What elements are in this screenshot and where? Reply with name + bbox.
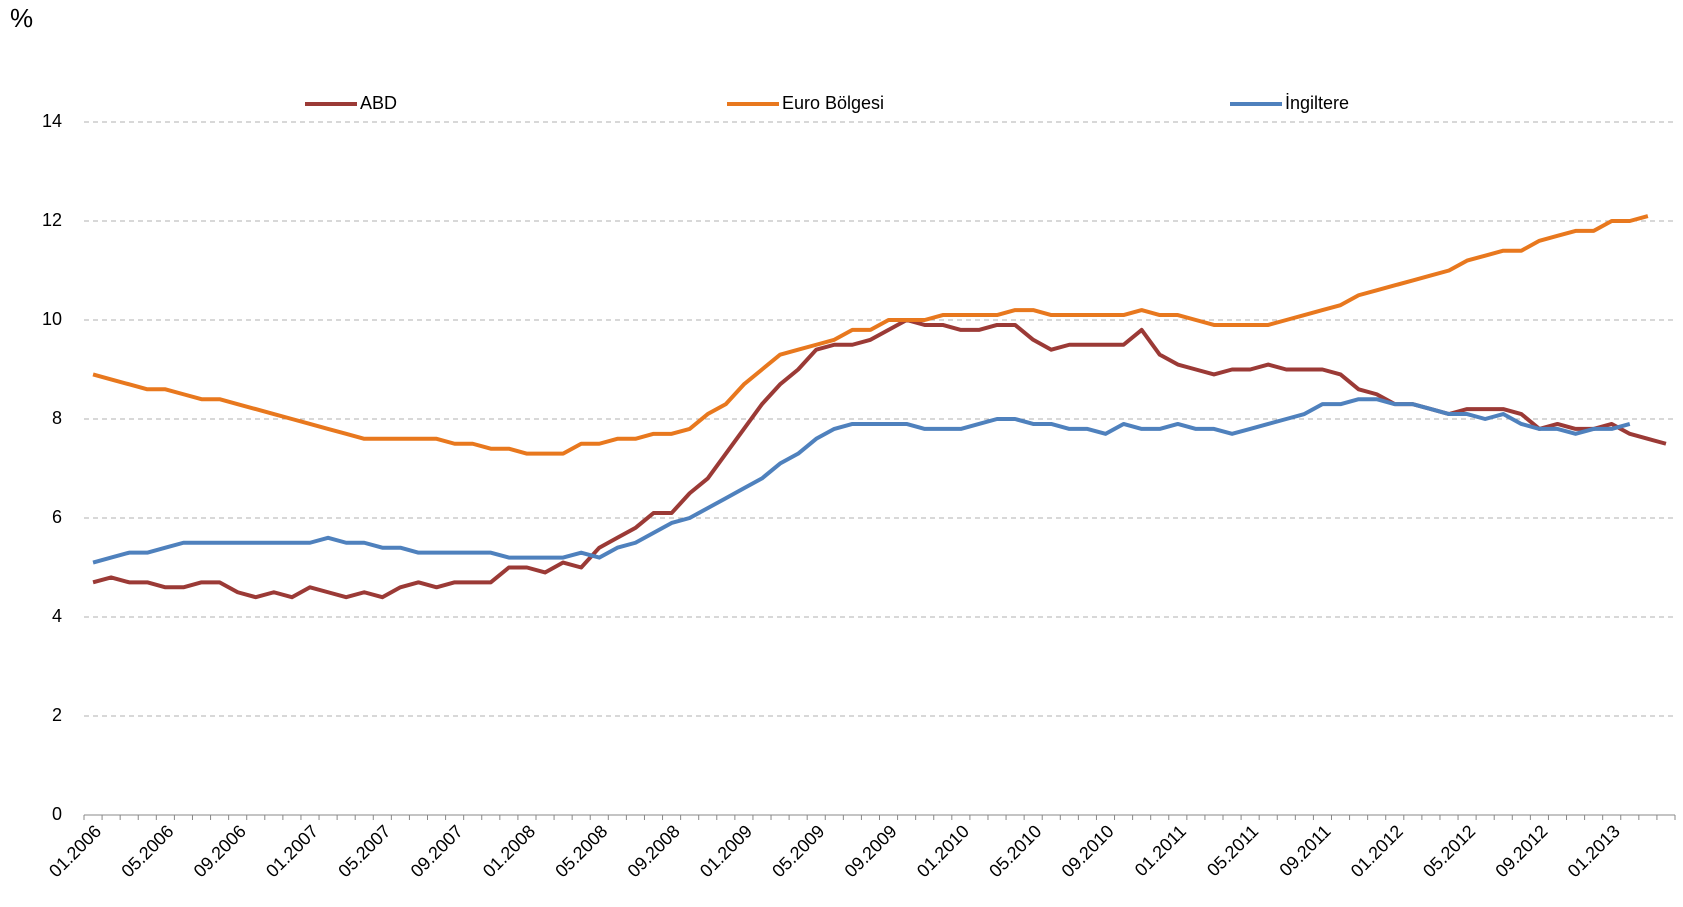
line-series xyxy=(92,397,1631,565)
x-tick-label: 01.2013 xyxy=(1564,821,1624,881)
x-tick-label: 09.2006 xyxy=(190,821,250,881)
y-axis-label: % xyxy=(10,3,33,33)
x-tick-label: 09.2011 xyxy=(1275,821,1334,880)
x-tick-label: 09.2010 xyxy=(1058,821,1118,881)
x-tick-label: 05.2008 xyxy=(551,821,611,881)
y-tick-label: 12 xyxy=(42,210,62,230)
x-tick-label: 09.2007 xyxy=(407,821,467,881)
y-tick-label: 14 xyxy=(42,111,62,131)
y-tick-label: 4 xyxy=(52,606,62,626)
x-tick-label: 01.2011 xyxy=(1131,821,1190,880)
x-tick-label: 01.2007 xyxy=(262,821,322,881)
legend-label: İngiltere xyxy=(1285,93,1349,113)
y-tick-label: 0 xyxy=(52,804,62,824)
x-tick-label: 09.2008 xyxy=(624,821,684,881)
x-tick-label: 05.2010 xyxy=(985,821,1045,881)
y-tick-label: 10 xyxy=(42,309,62,329)
x-tick-label: 01.2009 xyxy=(696,821,756,881)
x-tick-label: 01.2010 xyxy=(913,821,973,881)
x-tick-label: 09.2009 xyxy=(841,821,901,881)
x-tick-label: 09.2012 xyxy=(1491,821,1551,881)
y-tick-label: 6 xyxy=(52,507,62,527)
y-tick-label: 2 xyxy=(52,705,62,725)
legend-label: Euro Bölgesi xyxy=(782,93,884,113)
x-tick-label: 05.2007 xyxy=(334,821,394,881)
x-tick-label: 01.2006 xyxy=(45,821,105,881)
line-series xyxy=(92,214,1649,456)
x-tick-label: 05.2006 xyxy=(117,821,177,881)
x-tick-label: 01.2008 xyxy=(479,821,539,881)
line-series xyxy=(92,318,1667,600)
y-tick-label: 8 xyxy=(52,408,62,428)
x-tick-label: 05.2012 xyxy=(1419,821,1479,881)
legend-label: ABD xyxy=(360,93,397,113)
x-tick-label: 05.2009 xyxy=(768,821,828,881)
x-tick-label: 05.2011 xyxy=(1203,821,1262,880)
x-tick-label: 01.2012 xyxy=(1347,821,1407,881)
